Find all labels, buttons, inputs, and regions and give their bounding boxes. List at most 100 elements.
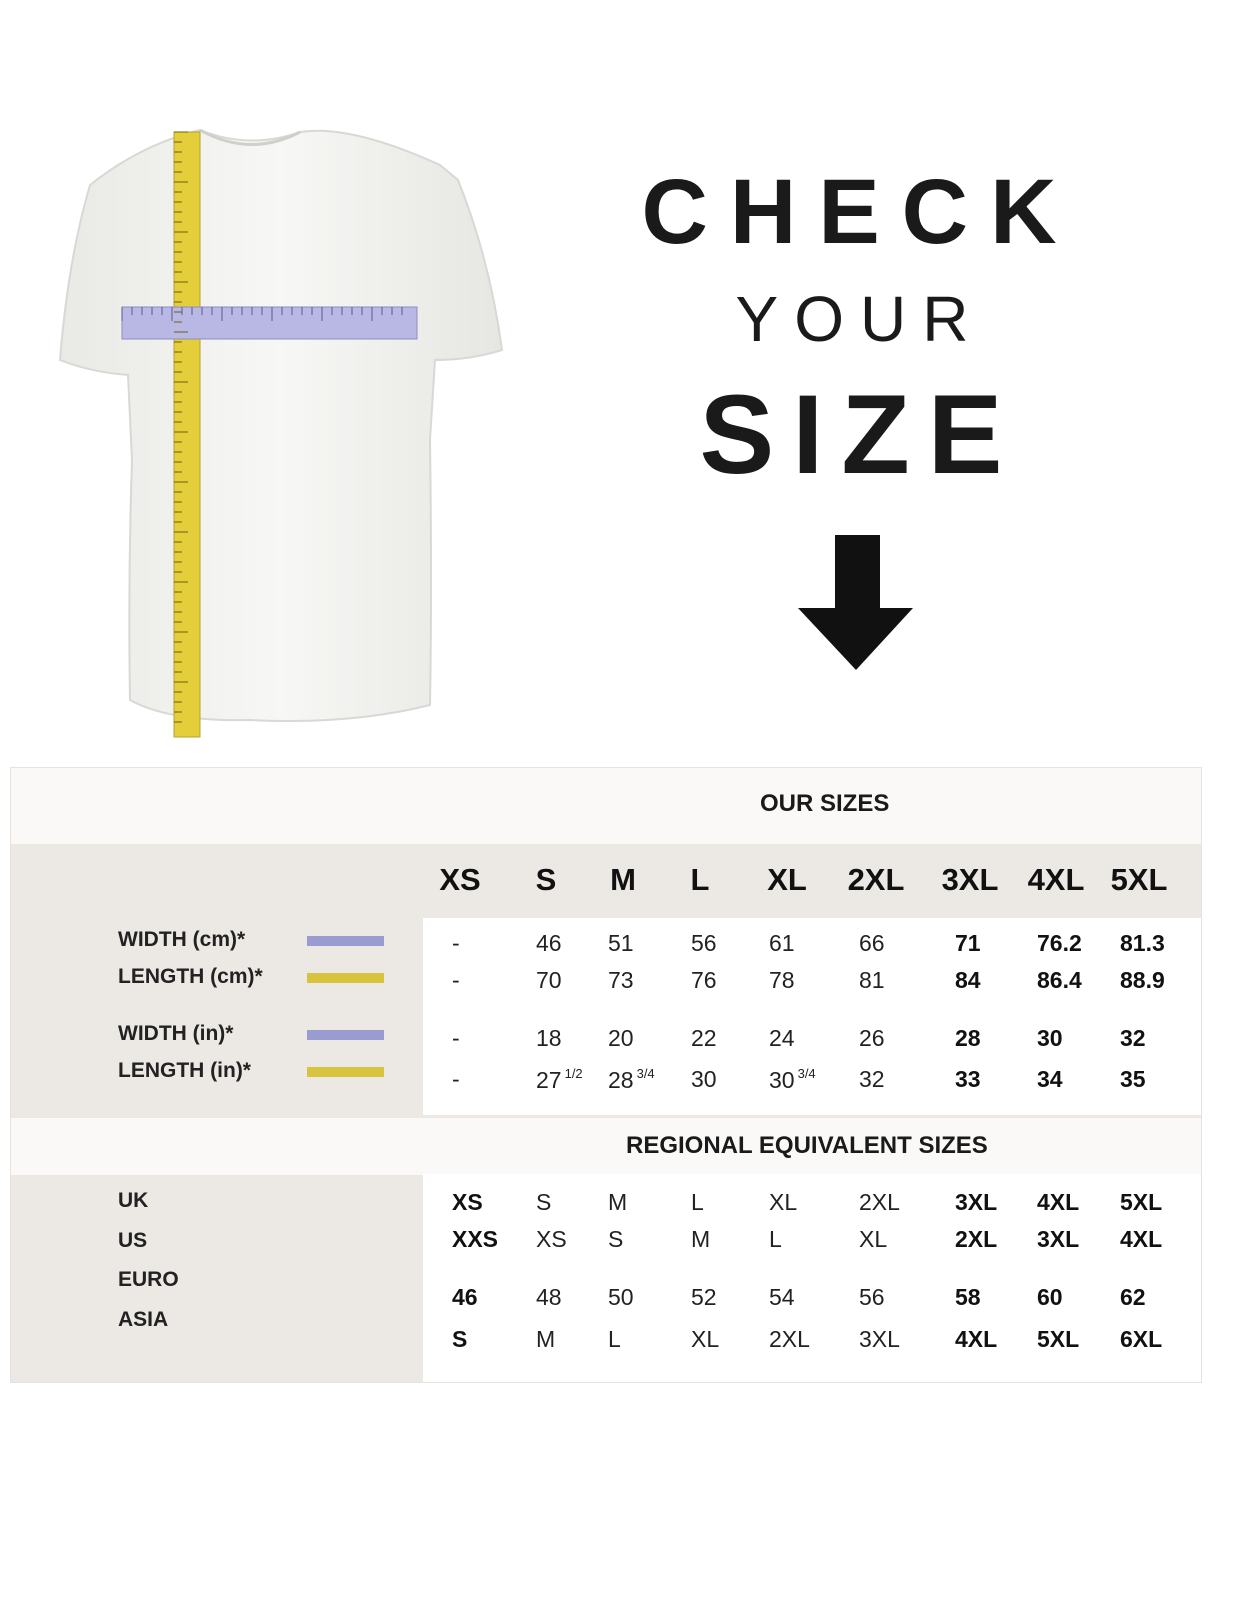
measurement-cell: 28 <box>955 1025 981 1051</box>
measurement-cell: 88.9 <box>1120 967 1165 993</box>
measurement-cell: 22 <box>691 1025 717 1051</box>
regional-size-cell: 56 <box>859 1284 885 1310</box>
measurement-label: WIDTH (in)* <box>118 1022 234 1045</box>
tape-color-swatch <box>307 973 384 983</box>
region-label-us: US <box>118 1229 148 1252</box>
regional-size-cell: XL <box>691 1326 720 1352</box>
measurement-cell: 86.4 <box>1037 967 1082 993</box>
measurement-cell: 78 <box>769 967 795 993</box>
measurement-cell: 70 <box>536 967 562 993</box>
fraction: 3/4 <box>797 1066 816 1081</box>
regional-size-cell: L <box>769 1226 782 1252</box>
regional-size-cell: XS <box>536 1226 567 1252</box>
measurement-cell: 28 3/4 <box>608 1066 655 1093</box>
measurement-cell: 27 1/2 <box>536 1066 583 1093</box>
size-header-s: S <box>535 862 557 897</box>
regional-size-cell: M <box>608 1189 628 1215</box>
regional-size-cell: XL <box>769 1189 798 1215</box>
measurement-cell: - <box>452 930 460 956</box>
measurement-cell: 84 <box>955 967 981 993</box>
measurement-cell: 18 <box>536 1025 562 1051</box>
regional-size-cell: 62 <box>1120 1284 1146 1310</box>
regional-size-cell: 48 <box>536 1284 562 1310</box>
regional-size-cell: 3XL <box>859 1326 900 1352</box>
regional-size-cell: 3XL <box>1037 1226 1080 1252</box>
measurement-cell: 33 <box>955 1066 981 1092</box>
measurement-cell: 35 <box>1120 1066 1146 1092</box>
measurement-label: LENGTH (cm)* <box>118 965 263 988</box>
measurement-cell: 46 <box>536 930 562 956</box>
regional-size-cell: 58 <box>955 1284 981 1310</box>
regional-size-cell: XL <box>859 1226 888 1252</box>
heading-your: YOUR <box>735 283 985 355</box>
region-label-uk: UK <box>118 1189 149 1212</box>
size-chart-table <box>10 767 1202 1383</box>
measurement-label: LENGTH (in)* <box>118 1059 251 1082</box>
measurement-cell: 32 <box>1120 1025 1146 1051</box>
regional-size-cell: S <box>452 1326 468 1352</box>
regional-size-cell: M <box>691 1226 711 1252</box>
regional-size-cell: 2XL <box>955 1226 998 1252</box>
region-label-euro: EURO <box>118 1268 179 1291</box>
regional-size-cell: 52 <box>691 1284 717 1310</box>
size-header-m: M <box>610 862 636 897</box>
regional-size-cell: 54 <box>769 1284 795 1310</box>
regional-title: REGIONAL EQUIVALENT SIZES <box>626 1132 988 1159</box>
measurement-cell: 34 <box>1037 1066 1063 1092</box>
regional-size-cell: 5XL <box>1037 1326 1080 1352</box>
tape-color-swatch <box>307 1030 384 1040</box>
regional-size-cell: 2XL <box>769 1326 810 1352</box>
measurement-cell: 30 3/4 <box>769 1066 816 1093</box>
tape-color-swatch <box>307 1067 384 1077</box>
regional-size-cell: S <box>608 1226 624 1252</box>
regional-size-cell: M <box>536 1326 556 1352</box>
measurement-cell: 66 <box>859 930 885 956</box>
regional-size-cell: 5XL <box>1120 1189 1163 1215</box>
measurement-cell: 81 <box>859 967 885 993</box>
regional-panel <box>423 1174 1201 1382</box>
measurement-cell: 51 <box>608 930 634 956</box>
regional-size-cell: 4XL <box>1120 1226 1163 1252</box>
measurement-label: WIDTH (cm)* <box>118 928 246 951</box>
regional-size-cell: L <box>608 1326 621 1352</box>
measurement-cell: 26 <box>859 1025 885 1051</box>
arrow-down-icon <box>798 535 913 670</box>
regional-size-cell: 2XL <box>859 1189 900 1215</box>
measurement-cell: 81.3 <box>1120 930 1165 956</box>
size-header-xl: XL <box>767 862 807 897</box>
measurement-cell: - <box>452 1025 460 1051</box>
regional-size-cell: 46 <box>452 1284 478 1310</box>
regional-size-cell: L <box>691 1189 704 1215</box>
our-sizes-title-row <box>11 768 1201 844</box>
measurement-cell: - <box>452 967 460 993</box>
region-label-asia: ASIA <box>118 1308 169 1331</box>
measurement-cell: 56 <box>691 930 717 956</box>
size-header-2xl: 2XL <box>847 862 905 897</box>
width-tape <box>121 306 418 340</box>
tape-color-swatch <box>307 936 384 946</box>
measurement-cell: - <box>452 1066 460 1092</box>
measurement-cell: 30 <box>1037 1025 1063 1051</box>
fraction: 3/4 <box>636 1066 655 1081</box>
our-sizes-title: OUR SIZES <box>760 790 890 817</box>
regional-size-cell: XXS <box>452 1226 499 1252</box>
regional-size-cell: S <box>536 1189 552 1215</box>
fraction: 1/2 <box>564 1066 583 1081</box>
measurement-cell: 20 <box>608 1025 634 1051</box>
size-header-4xl: 4XL <box>1027 862 1085 897</box>
regional-size-cell: XS <box>452 1189 483 1215</box>
regional-size-cell: 3XL <box>955 1189 998 1215</box>
regional-title-row <box>11 1116 1201 1175</box>
regional-size-cell: 60 <box>1037 1284 1063 1310</box>
measurement-cell: 24 <box>769 1025 795 1051</box>
size-header-xs: XS <box>439 862 481 897</box>
measurement-cell: 30 <box>691 1066 717 1092</box>
size-header-3xl: 3XL <box>941 862 999 897</box>
measurement-cell: 32 <box>859 1066 885 1092</box>
measurement-cell: 73 <box>608 967 634 993</box>
heading-check: CHECK <box>641 161 1079 263</box>
measurement-cell: 71 <box>955 930 981 956</box>
length-tape <box>173 131 201 738</box>
measurements-panel <box>423 918 1201 1115</box>
regional-size-cell: 50 <box>608 1284 634 1310</box>
